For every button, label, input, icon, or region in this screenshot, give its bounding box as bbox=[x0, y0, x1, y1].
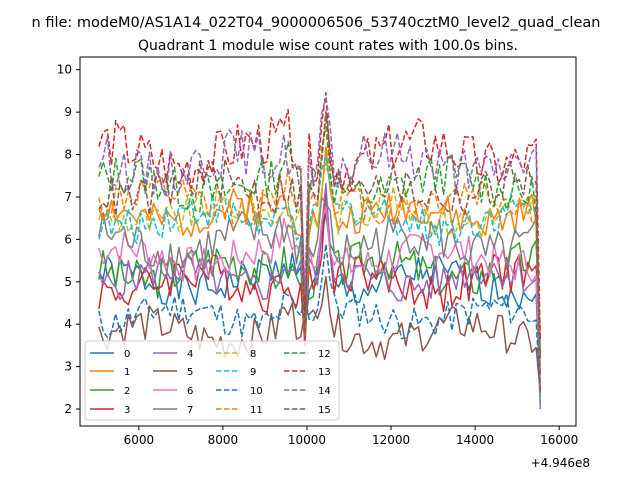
x-tick-label: 12000 bbox=[372, 433, 410, 447]
series-line-11 bbox=[98, 126, 542, 376]
series-line-9 bbox=[98, 155, 542, 410]
series-line-8 bbox=[98, 162, 542, 342]
legend-label-6: 6 bbox=[187, 386, 193, 397]
y-tick-label: 9 bbox=[64, 105, 72, 119]
y-axis: 2 3 4 5 6 7 8 9 10 bbox=[57, 63, 80, 416]
legend-label-13: 13 bbox=[318, 367, 331, 378]
x-tick-label: 14000 bbox=[456, 433, 494, 447]
legend-label-1: 1 bbox=[124, 367, 130, 378]
legend-label-5: 5 bbox=[187, 367, 193, 378]
legend-box bbox=[84, 340, 340, 421]
figure-suptitle: n file: modeM0/AS1A14_022T04_9000006506_… bbox=[32, 15, 601, 31]
legend-label-2: 2 bbox=[124, 386, 130, 397]
legend-label-15: 15 bbox=[318, 405, 331, 416]
x-tick-label: 10000 bbox=[288, 433, 326, 447]
series-line-7 bbox=[98, 196, 542, 359]
chart-title: Quadrant 1 module wise count rates with … bbox=[138, 38, 518, 54]
series-line-10 bbox=[98, 243, 542, 393]
legend-label-10: 10 bbox=[250, 386, 263, 397]
plot-frame bbox=[79, 56, 577, 427]
series-line-4 bbox=[98, 183, 542, 410]
y-tick-label: 10 bbox=[57, 63, 72, 77]
legend-label-4: 4 bbox=[187, 349, 193, 360]
x-tick-label: 6000 bbox=[124, 433, 155, 447]
legend-label-8: 8 bbox=[250, 349, 256, 360]
legend-label-14: 14 bbox=[318, 386, 331, 397]
series-layer bbox=[98, 91, 542, 410]
y-tick-label: 3 bbox=[64, 360, 72, 374]
series-line-15 bbox=[98, 110, 542, 393]
legend-label-9: 9 bbox=[250, 367, 256, 378]
legend-label-11: 11 bbox=[250, 405, 263, 416]
legend-label-3: 3 bbox=[124, 405, 130, 416]
series-line-14 bbox=[98, 97, 542, 410]
series-line-5 bbox=[98, 275, 542, 393]
y-tick-label: 4 bbox=[64, 317, 72, 331]
y-tick-label: 8 bbox=[64, 148, 72, 162]
legend-label-12: 12 bbox=[318, 349, 331, 360]
y-tick-label: 6 bbox=[64, 232, 72, 246]
x-tick-label: 16000 bbox=[540, 433, 578, 447]
x-tick-label: 8000 bbox=[208, 433, 239, 447]
y-tick-label: 7 bbox=[64, 190, 72, 204]
series-line-13 bbox=[98, 91, 542, 342]
x-offset-label: +4.946e8 bbox=[531, 456, 590, 470]
x-axis: 6000 8000 10000 12000 14000 16000 bbox=[124, 426, 578, 447]
legend-label-0: 0 bbox=[124, 349, 130, 360]
legend-label-7: 7 bbox=[187, 405, 193, 416]
y-tick-label: 5 bbox=[64, 275, 72, 289]
y-tick-label: 2 bbox=[64, 402, 72, 416]
